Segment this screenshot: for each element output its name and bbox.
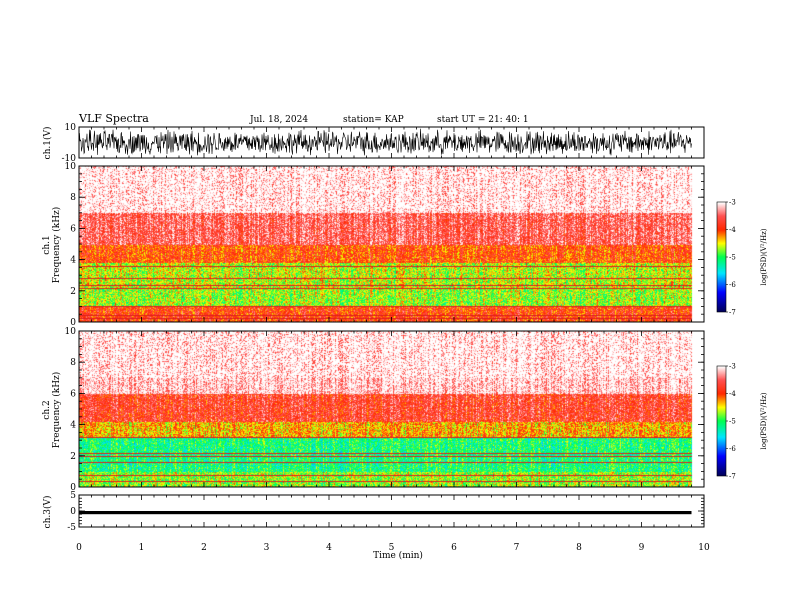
cb2-tick-label: -4	[729, 390, 736, 398]
ch1-waveform-panel	[78, 128, 692, 156]
cb2-title: log(PSD)(V²/Hz)	[760, 392, 768, 449]
ch3-waveform-panel	[79, 511, 692, 515]
ch1-spec-ylabel-line1: ch.1	[42, 235, 52, 254]
ch1-spec-y-tick-label: 6	[70, 224, 76, 234]
ch1-spec-ylabel-line2: Frequency (kHz)	[51, 207, 62, 284]
ch1-spectrogram-panel	[79, 166, 704, 322]
ch3-wave-y-tick-label: 5	[70, 491, 76, 501]
x-tick-label: 8	[576, 543, 582, 553]
ch1-spectrogram-image	[79, 166, 704, 322]
ch1-spec-y-tick-label: 2	[70, 287, 76, 297]
ch1-wave-ylabel: ch.1(V)	[42, 127, 53, 160]
figure-title: VLF Spectra	[78, 112, 149, 125]
ch2-spec-ylabel-line1: ch.2	[42, 400, 52, 419]
figure-start-time: start UT = 21: 40: 1	[437, 115, 529, 125]
ch1-spec-y-tick-label: 4	[70, 256, 76, 266]
ch3-wave-ylabel: ch.3(V)	[42, 496, 53, 529]
cb2-gradient	[717, 366, 726, 476]
ch2-spec-y-tick-label: 8	[70, 358, 76, 368]
x-tick-label: 0	[76, 543, 82, 553]
ch1-spec-y-tick-label: 8	[70, 193, 76, 203]
ch1-waveform-trace	[78, 128, 692, 156]
cb1-title: log(PSD)(V²/Hz)	[760, 228, 768, 285]
ch2-spec-y-tick-label: 2	[70, 452, 76, 462]
x-tick-label: 9	[639, 543, 645, 553]
x-tick-label: 4	[326, 543, 332, 553]
cb1-tick-label: -6	[729, 281, 736, 289]
ch2-spec-ylabel-line2: Frequency (kHz)	[51, 372, 62, 449]
ch2-spectrogram-panel	[79, 331, 704, 487]
cb1-tick-label: -5	[729, 254, 736, 262]
cb1-gradient	[717, 202, 726, 312]
x-tick-label: 1	[139, 543, 145, 553]
x-tick-label: 7	[514, 543, 520, 553]
colorbars-layer: -3 -4 -5 -6 -7 -3 -4 -5 -6 -7	[716, 199, 736, 481]
cb2-tick-label: -5	[729, 418, 736, 426]
ch1-wave-y-tick-label: -10	[62, 154, 77, 164]
cb2-tick-label: -7	[729, 473, 736, 481]
ch2-spec-y-tick-label: 6	[70, 389, 76, 399]
figure-date: Jul. 18, 2024	[249, 115, 308, 125]
ch3-wave-y-tick-label: 0	[70, 507, 76, 517]
time-axis-title: Time (min)	[373, 550, 423, 561]
cb1-tick-label: -7	[729, 309, 736, 317]
x-tick-label: 6	[451, 543, 457, 553]
x-tick-label: 5	[389, 543, 395, 553]
ch1-wave-y-tick-label: 10	[65, 123, 77, 133]
x-tick-label: 10	[698, 543, 710, 553]
ch2-spec-y-tick-label: 10	[65, 327, 77, 337]
ch3-wave-y-tick-label: -5	[67, 523, 76, 533]
ch2-spec-y-tick-label: 0	[70, 483, 76, 493]
cb1-tick-label: -3	[729, 199, 736, 207]
x-tick-label: 2	[201, 543, 207, 553]
ch1-spec-y-tick-label: 0	[70, 318, 76, 328]
x-tick-label: 3	[264, 543, 270, 553]
cb2-tick-label: -3	[729, 363, 736, 371]
cb2-tick-label: -6	[729, 445, 736, 453]
ch2-spec-y-tick-label: 4	[70, 421, 76, 431]
cb1-tick-label: -4	[729, 226, 736, 234]
ch2-spectrogram-image	[79, 331, 704, 487]
ch1-spec-y-tick-label: 10	[65, 162, 77, 172]
ch3-waveform-band	[79, 511, 692, 515]
figure-station: station= KAP	[343, 115, 404, 125]
